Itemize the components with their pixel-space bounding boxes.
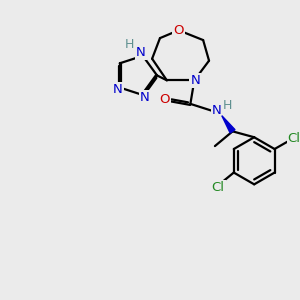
Text: H: H	[223, 99, 232, 112]
Text: H: H	[124, 38, 134, 50]
Text: O: O	[173, 24, 184, 37]
Text: Cl: Cl	[288, 132, 300, 145]
Text: N: N	[212, 104, 222, 117]
Text: N: N	[136, 46, 146, 59]
Text: N: N	[113, 83, 123, 96]
Text: O: O	[160, 93, 170, 106]
Text: N: N	[140, 92, 150, 104]
Polygon shape	[222, 116, 235, 133]
Text: Cl: Cl	[212, 181, 225, 194]
Text: N: N	[190, 74, 200, 87]
